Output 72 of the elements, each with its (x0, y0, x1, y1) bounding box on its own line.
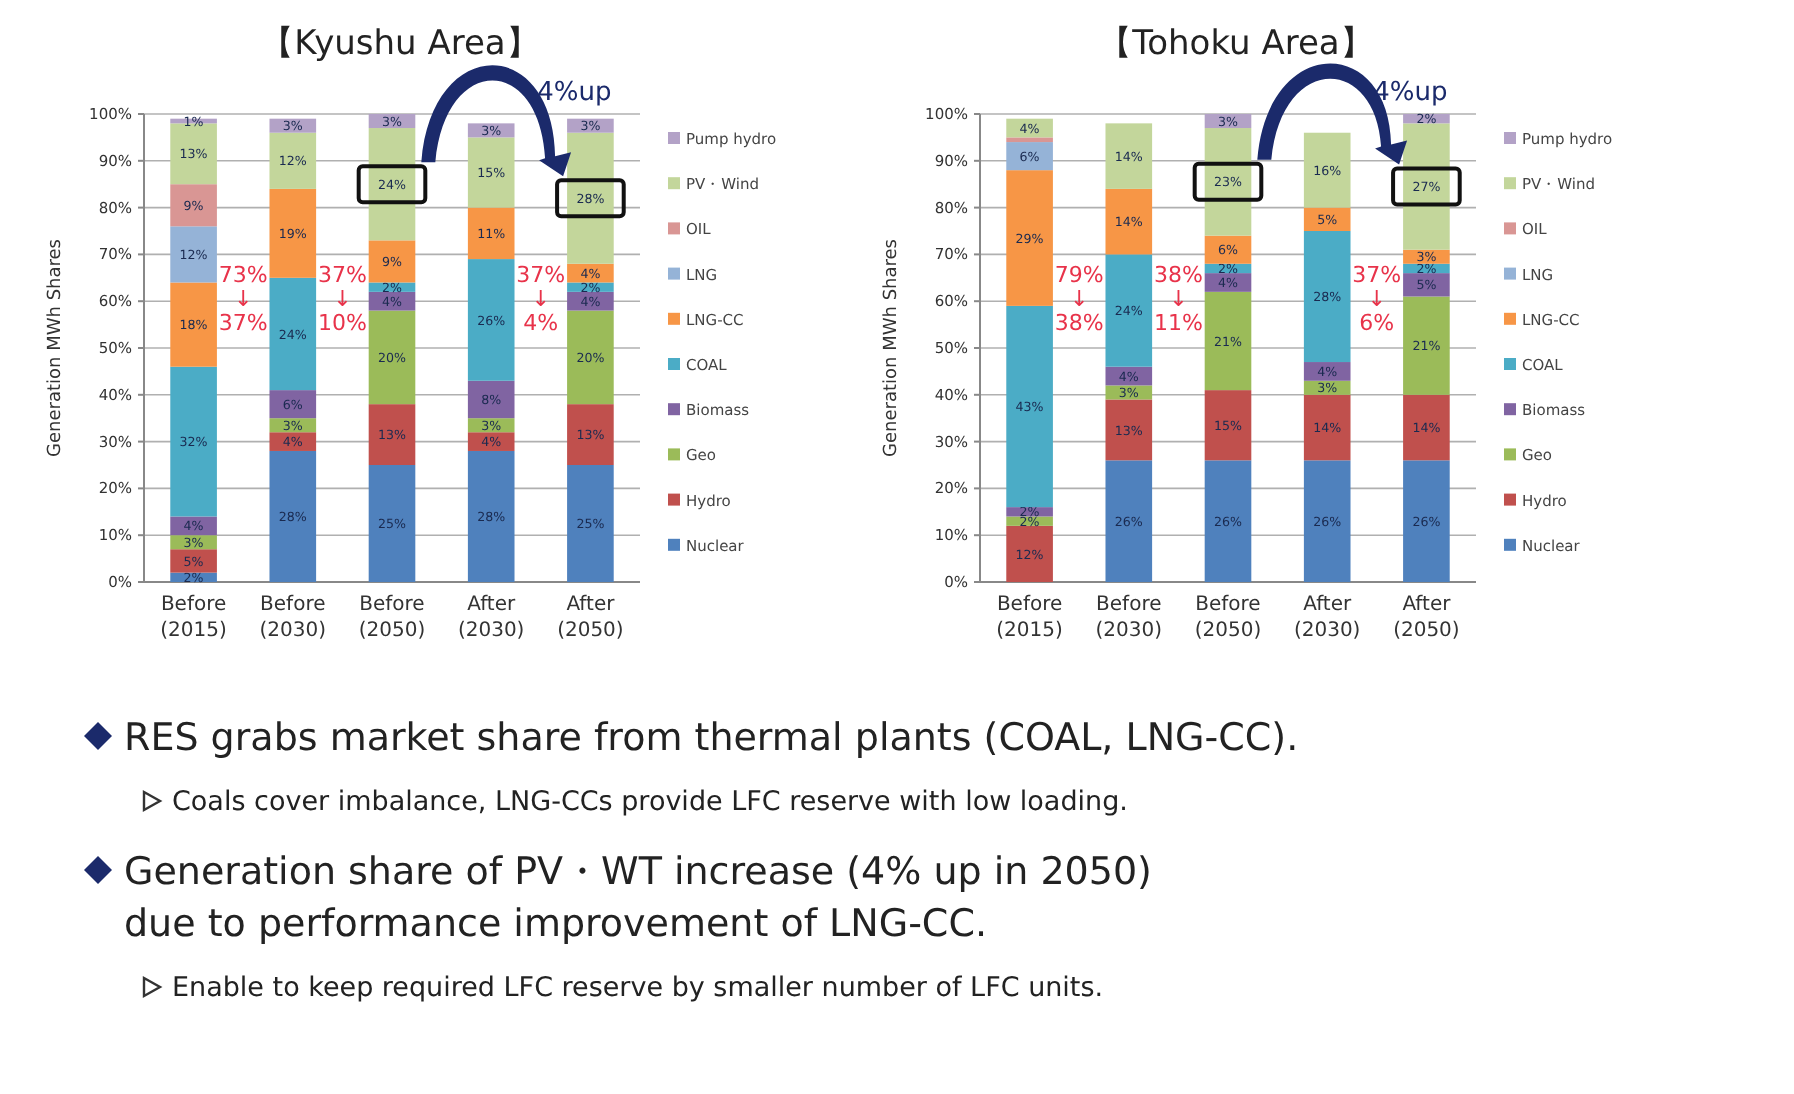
bar (1006, 170, 1053, 306)
bar (1204, 460, 1252, 582)
bar (1403, 123, 1450, 250)
text: RES grabs market share from thermal plants (COAL, LNG-CC). (124, 716, 1299, 760)
bar (269, 132, 317, 189)
x-tick-label: Before (2015) (996, 594, 1064, 642)
annotation: 37% ↓ 6% (1352, 262, 1402, 337)
bar (1006, 142, 1053, 171)
text: Generation share of PV・WT increase (4% up in 2050) due to performance improvement of LNG-CC. (124, 850, 1152, 946)
bar (1303, 394, 1351, 461)
bar (170, 366, 217, 517)
x-tick-label: After (2050) (1393, 594, 1460, 642)
text: 4%up (537, 78, 612, 108)
bar (1105, 399, 1153, 461)
text: Coals cover imbalance, LNG-CCs provide LFC reserve with low loading. (172, 786, 1128, 818)
bar (170, 282, 217, 367)
bar (368, 404, 416, 465)
bar (1204, 291, 1252, 391)
bar (269, 188, 317, 278)
bar (567, 404, 614, 465)
annotation: 38% ↓ 11% (1153, 262, 1203, 337)
y-axis-title: Generation MWh Shares (46, 238, 66, 457)
bar (567, 465, 614, 582)
bar (368, 240, 416, 283)
bar (1006, 137, 1053, 143)
bar (467, 207, 515, 260)
chart-title: 【Tohoku Area】 (1098, 24, 1374, 64)
bar (1006, 525, 1053, 582)
bar (467, 137, 515, 208)
bar (170, 123, 217, 185)
bar (1105, 188, 1153, 255)
bar (1303, 460, 1351, 582)
x-tick-label: After (2050) (557, 594, 624, 642)
bar (1303, 231, 1351, 363)
bar (269, 450, 317, 582)
bar (1403, 460, 1450, 582)
bar (467, 450, 515, 582)
chart-title: 【Kyushu Area】 (260, 24, 540, 64)
bar (567, 310, 614, 405)
bar (1105, 123, 1153, 189)
bar (567, 132, 614, 264)
annotation: 79% ↓ 38% (1054, 262, 1104, 337)
bar (1403, 273, 1450, 297)
text: Enable to keep required LFC reserve by smaller number of LFC units. (172, 972, 1104, 1004)
x-tick-label: Before (2015) (160, 594, 228, 642)
bar (1403, 296, 1450, 395)
x-tick-label: Before (2050) (358, 594, 426, 642)
bar (269, 277, 317, 391)
bar (170, 549, 217, 573)
bar (1105, 254, 1153, 367)
bar (1105, 460, 1153, 582)
y-axis-title: Generation MWh Shares (882, 238, 902, 457)
text: 4%up (1373, 78, 1448, 108)
x-tick-label: Before (2030) (259, 594, 327, 642)
bar (1403, 394, 1450, 461)
x-tick-label: After (2030) (1293, 594, 1361, 642)
annotation: 37% ↓ 4% (516, 262, 566, 337)
bar (368, 310, 416, 405)
bar (1303, 132, 1351, 208)
annotation: 73% ↓ 37% (218, 262, 268, 337)
annotation: 37% ↓ 10% (317, 262, 367, 337)
bar (467, 259, 515, 381)
x-tick-label: Before (2030) (1095, 594, 1163, 642)
bar (368, 465, 416, 582)
bar (269, 390, 317, 419)
bar (467, 380, 515, 419)
x-tick-label: Before (2050) (1194, 594, 1262, 642)
bar (170, 184, 217, 227)
bar (1006, 305, 1053, 508)
bar (170, 226, 217, 283)
bar (1204, 390, 1252, 461)
x-tick-label: After (2030) (457, 594, 525, 642)
